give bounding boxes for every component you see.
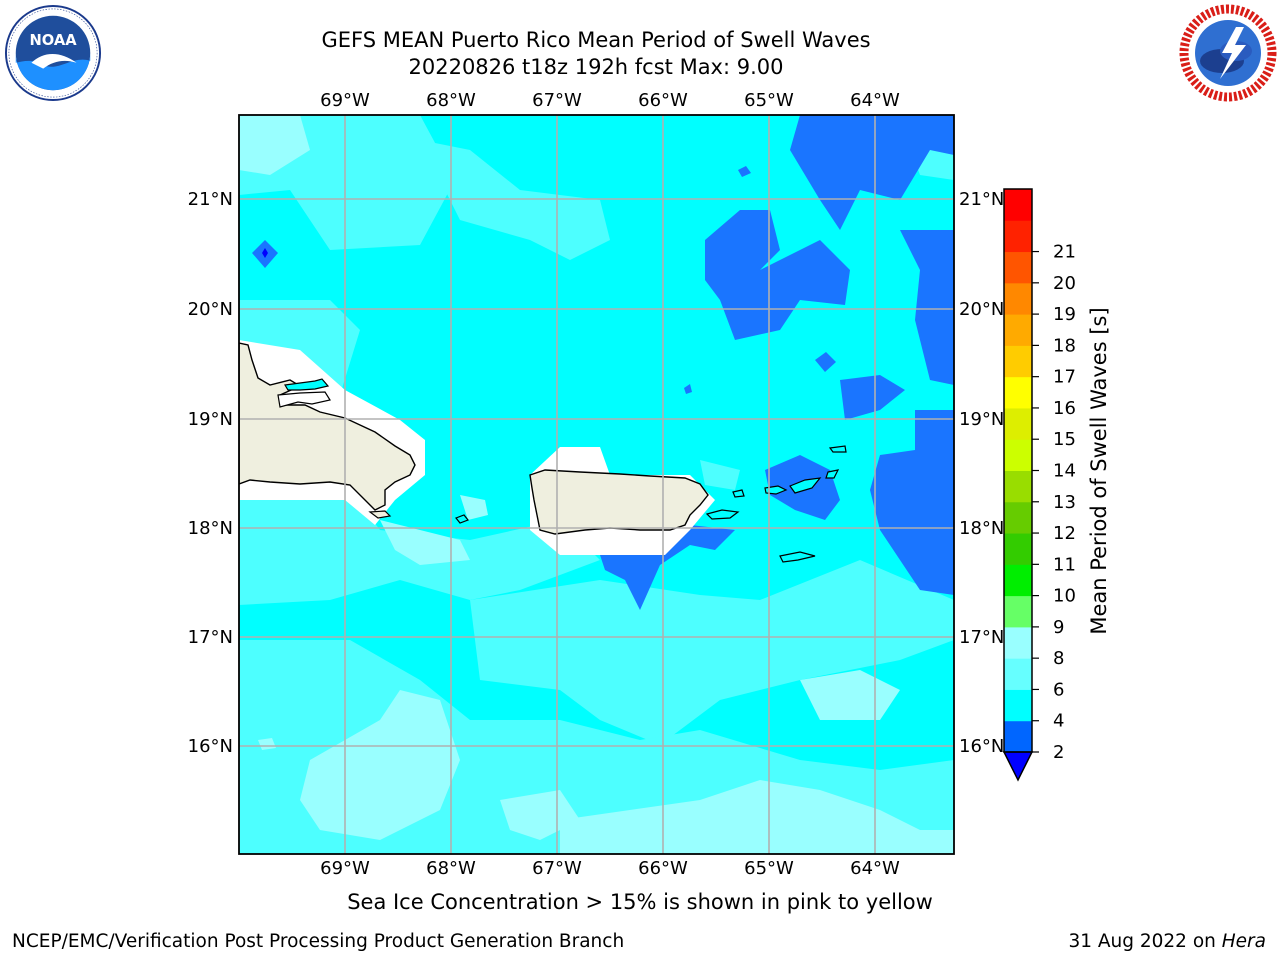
lon-label-top: 69°W xyxy=(320,90,370,111)
colorbar-swatch xyxy=(1004,220,1032,253)
colorbar-tick-label: 4 xyxy=(1053,711,1064,732)
colorbar-tick-label: 17 xyxy=(1053,367,1076,388)
lat-label-right: 16°N xyxy=(959,736,1004,757)
colorbar-tick-label: 2 xyxy=(1053,742,1064,763)
lon-label-top: 64°W xyxy=(850,90,900,111)
colorbar-tick-label: 14 xyxy=(1053,461,1076,482)
colorbar-swatch xyxy=(1004,282,1032,315)
colorbar-swatch xyxy=(1004,314,1032,346)
swell-band-8-9 xyxy=(239,115,954,854)
colorbar-swatch xyxy=(1004,626,1032,659)
mona-island xyxy=(455,514,469,524)
colorbar-swatch xyxy=(1004,658,1032,690)
nws-logo xyxy=(1179,4,1277,102)
colorbar-swatch xyxy=(1004,533,1032,565)
colorbar-label: Mean Period of Swell Waves [s] xyxy=(1087,307,1111,634)
colorbar-tick-label: 20 xyxy=(1053,273,1076,294)
lat-label-right: 18°N xyxy=(959,518,1004,539)
colorbar: 2 4 6 8 9 10 11 12 13 14 15 16 17 18 19 20 21 xyxy=(1002,188,1076,782)
lat-label-left: 20°N xyxy=(188,299,233,320)
lon-label-top: 65°W xyxy=(744,90,794,111)
hispaniola-land xyxy=(239,342,416,511)
colorbar-tick-label: 6 xyxy=(1053,679,1064,700)
colorbar-swatch xyxy=(1004,720,1032,753)
lat-label-left: 19°N xyxy=(188,409,233,430)
noaa-logo: NOAA xyxy=(4,4,102,102)
hispaniola-bay-outline xyxy=(277,391,331,408)
colorbar-tick-label: 12 xyxy=(1053,523,1076,544)
lat-label-left: 16°N xyxy=(188,736,233,757)
map-frame xyxy=(238,114,955,855)
colorbar-tick-label: 8 xyxy=(1053,648,1064,669)
colorbar-swatch xyxy=(1004,407,1032,440)
map-field xyxy=(239,115,954,854)
colorbar-tick-label: 15 xyxy=(1053,429,1076,450)
colorbar-tick-label: 10 xyxy=(1053,586,1076,607)
lon-label-bottom: 69°W xyxy=(320,858,370,879)
tortuga-island xyxy=(284,378,330,391)
lon-label-bottom: 64°W xyxy=(850,858,900,879)
noaa-logo-text: NOAA xyxy=(29,32,77,49)
colorbar-swatch xyxy=(1004,470,1032,503)
footer-date: 31 Aug 2022 on Hera xyxy=(1068,931,1266,952)
colorbar-tick-label: 18 xyxy=(1053,335,1076,356)
map-subtitle: 20220826 t18z 192h fcst Max: 9.00 xyxy=(408,55,784,79)
lon-label-top: 66°W xyxy=(638,90,688,111)
footer-date-text: 31 Aug 2022 on xyxy=(1068,931,1222,952)
colorbar-swatch xyxy=(1004,689,1032,722)
colorbar-swatch xyxy=(1004,251,1032,284)
lat-label-left: 21°N xyxy=(188,189,233,210)
colorbar-swatch xyxy=(1004,501,1032,534)
sea-ice-note: Sea Ice Concentration > 15% is shown in … xyxy=(347,890,933,914)
colorbar-tick-label: 21 xyxy=(1053,242,1076,263)
lon-label-top: 68°W xyxy=(426,90,476,111)
colorbar-swatch xyxy=(1004,564,1032,597)
colorbar-tick-label: 9 xyxy=(1053,617,1064,638)
lon-label-bottom: 67°W xyxy=(532,858,582,879)
colorbar-swatch xyxy=(1004,376,1032,409)
lon-label-bottom: 65°W xyxy=(744,858,794,879)
lat-label-right: 21°N xyxy=(959,189,1004,210)
lon-label-top: 67°W xyxy=(532,90,582,111)
lat-label-right: 19°N xyxy=(959,409,1004,430)
lat-label-left: 18°N xyxy=(188,518,233,539)
colorbar-extend-arrow xyxy=(1002,751,1034,782)
graticule xyxy=(239,115,954,854)
colorbar-tick-label: 11 xyxy=(1053,554,1076,575)
colorbar-tick-label: 13 xyxy=(1053,492,1076,513)
lon-label-bottom: 68°W xyxy=(426,858,476,879)
colorbar-swatch xyxy=(1004,189,1032,221)
lat-label-right: 17°N xyxy=(959,627,1004,648)
lat-label-left: 17°N xyxy=(188,627,233,648)
swell-band-2-4 xyxy=(252,115,954,610)
footer-host: Hera xyxy=(1221,931,1266,952)
colorbar-tick-label: 19 xyxy=(1053,304,1076,325)
lon-label-bottom: 66°W xyxy=(638,858,688,879)
saona-island xyxy=(368,510,392,519)
colorbar-swatch xyxy=(1004,439,1032,471)
colorbar-swatch xyxy=(1004,595,1032,628)
lat-label-right: 20°N xyxy=(959,299,1004,320)
map-title: GEFS MEAN Puerto Rico Mean Period of Swe… xyxy=(321,28,871,52)
colorbar-swatch xyxy=(1004,345,1032,378)
virgin-islands xyxy=(705,445,847,563)
footer-credit: NCEP/EMC/Verification Post Processing Pr… xyxy=(12,931,625,952)
colorbar-tick-label: 16 xyxy=(1053,398,1076,419)
